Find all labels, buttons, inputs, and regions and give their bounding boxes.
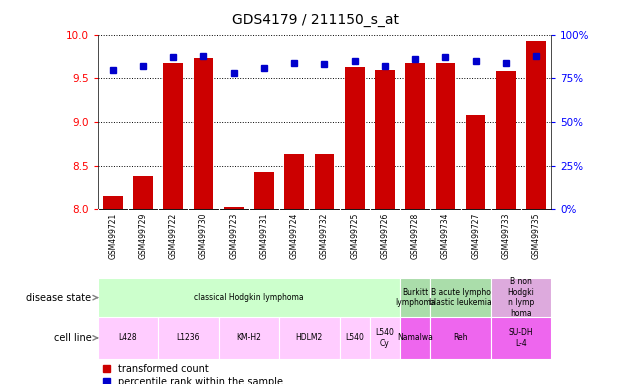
Text: GSM499723: GSM499723 bbox=[229, 213, 238, 259]
Bar bbox=[496, 71, 516, 384]
Text: HDLM2: HDLM2 bbox=[295, 333, 323, 343]
Text: disease state: disease state bbox=[26, 293, 91, 303]
Text: GSM499729: GSM499729 bbox=[139, 213, 147, 259]
Bar bbox=[340, 317, 370, 359]
Text: GSM499728: GSM499728 bbox=[411, 213, 420, 259]
Bar bbox=[370, 317, 400, 359]
Text: GSM499735: GSM499735 bbox=[532, 213, 541, 259]
Text: GSM499733: GSM499733 bbox=[501, 213, 510, 259]
Text: GSM499732: GSM499732 bbox=[320, 213, 329, 259]
Text: GSM499731: GSM499731 bbox=[260, 213, 268, 259]
Bar bbox=[98, 278, 400, 317]
Bar bbox=[430, 278, 491, 317]
Text: Namalwa: Namalwa bbox=[398, 333, 433, 343]
Text: GSM499730: GSM499730 bbox=[199, 213, 208, 259]
Text: GSM499726: GSM499726 bbox=[381, 213, 389, 259]
Text: KM-H2: KM-H2 bbox=[236, 333, 261, 343]
Bar bbox=[98, 317, 158, 359]
Bar bbox=[345, 67, 365, 384]
Bar bbox=[133, 176, 153, 384]
Text: B acute lympho
blastic leukemia: B acute lympho blastic leukemia bbox=[429, 288, 492, 307]
Bar bbox=[193, 58, 214, 384]
Text: GSM499734: GSM499734 bbox=[441, 213, 450, 259]
Text: SU-DH
L-4: SU-DH L-4 bbox=[508, 328, 534, 348]
Text: Burkitt
lymphoma: Burkitt lymphoma bbox=[395, 288, 435, 307]
Text: L428: L428 bbox=[118, 333, 137, 343]
Bar bbox=[400, 278, 430, 317]
Text: GSM499722: GSM499722 bbox=[169, 213, 178, 259]
Bar bbox=[375, 70, 395, 384]
Text: classical Hodgkin lymphoma: classical Hodgkin lymphoma bbox=[194, 293, 304, 302]
Text: GSM499727: GSM499727 bbox=[471, 213, 480, 259]
Text: cell line: cell line bbox=[54, 333, 91, 343]
Bar bbox=[491, 278, 551, 317]
Bar bbox=[314, 154, 335, 384]
Bar bbox=[400, 317, 430, 359]
Bar bbox=[254, 172, 274, 384]
Bar bbox=[526, 41, 546, 384]
Bar bbox=[405, 63, 425, 384]
Bar bbox=[466, 115, 486, 384]
Bar bbox=[284, 154, 304, 384]
Bar bbox=[279, 317, 340, 359]
Text: L540: L540 bbox=[345, 333, 364, 343]
Bar bbox=[103, 196, 123, 384]
Bar bbox=[224, 207, 244, 384]
Text: L1236: L1236 bbox=[176, 333, 200, 343]
Text: GSM499725: GSM499725 bbox=[350, 213, 359, 259]
Text: GSM499724: GSM499724 bbox=[290, 213, 299, 259]
Text: Reh: Reh bbox=[453, 333, 468, 343]
Bar bbox=[435, 63, 455, 384]
Bar bbox=[158, 317, 219, 359]
Text: B non
Hodgki
n lymp
homa: B non Hodgki n lymp homa bbox=[508, 278, 534, 318]
Text: L540
Cy: L540 Cy bbox=[375, 328, 394, 348]
Text: GDS4179 / 211150_s_at: GDS4179 / 211150_s_at bbox=[231, 13, 399, 27]
Bar bbox=[430, 317, 491, 359]
Text: GSM499721: GSM499721 bbox=[108, 213, 117, 259]
Bar bbox=[163, 63, 183, 384]
Legend: transformed count, percentile rank within the sample: transformed count, percentile rank withi… bbox=[103, 364, 283, 384]
Bar bbox=[491, 317, 551, 359]
Bar bbox=[219, 317, 279, 359]
